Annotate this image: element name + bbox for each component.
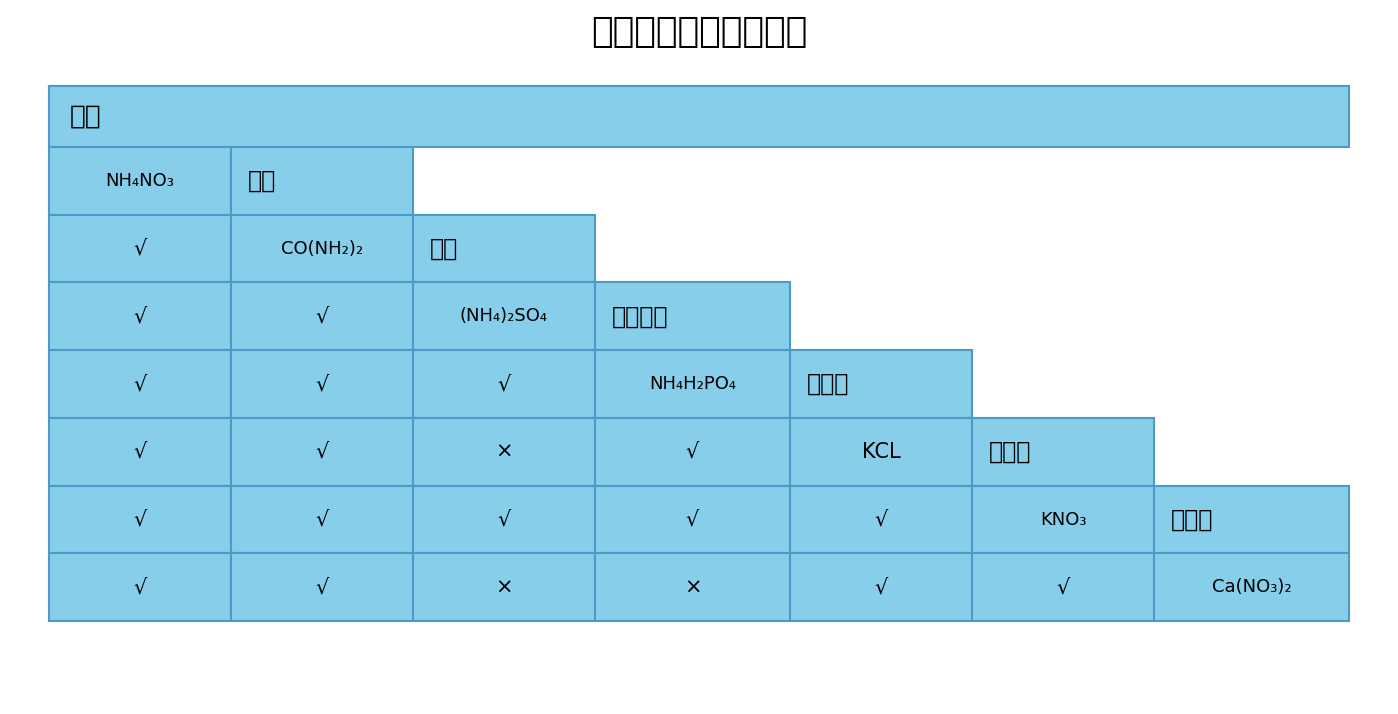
Text: √: √	[874, 578, 888, 598]
Bar	[790, 350, 972, 418]
Bar	[596, 418, 790, 486]
Text: √: √	[498, 374, 510, 394]
Text: NH₄H₂PO₄: NH₄H₂PO₄	[649, 375, 735, 393]
Text: √: √	[1057, 578, 1069, 598]
Bar	[49, 418, 231, 486]
Bar	[49, 283, 231, 350]
Text: Ca(NO₃)₂: Ca(NO₃)₂	[1212, 578, 1292, 596]
Text: 常用肥料相容性一览表: 常用肥料相容性一览表	[591, 15, 807, 49]
Bar	[790, 486, 972, 553]
Bar	[412, 553, 596, 621]
Bar	[231, 215, 412, 283]
Text: 氯化钾: 氯化钾	[807, 372, 849, 396]
Text: √: √	[133, 442, 147, 462]
Text: 尿素: 尿素	[247, 169, 275, 193]
Text: ×: ×	[684, 578, 702, 598]
Text: 硝酸钾: 硝酸钾	[988, 440, 1032, 464]
Text: ×: ×	[495, 442, 513, 462]
Text: √: √	[133, 374, 147, 394]
Text: √: √	[133, 578, 147, 598]
Bar	[972, 418, 1155, 486]
Bar	[1153, 553, 1349, 621]
Bar	[49, 86, 231, 147]
Text: (NH₄)₂SO₄: (NH₄)₂SO₄	[460, 307, 548, 326]
Bar	[49, 350, 231, 418]
Text: √: √	[316, 578, 329, 598]
Bar	[231, 283, 412, 350]
Bar	[49, 215, 231, 283]
Text: 硫铵: 硫铵	[429, 236, 459, 261]
Text: CO(NH₂)₂: CO(NH₂)₂	[281, 240, 363, 258]
Text: 硝酸钙: 硝酸钙	[1170, 508, 1213, 531]
Text: √: √	[133, 238, 147, 258]
Bar	[596, 486, 790, 553]
Text: KNO₃: KNO₃	[1040, 511, 1086, 528]
Text: √: √	[316, 306, 329, 326]
Bar	[596, 283, 790, 350]
Text: 硝铵: 硝铵	[70, 104, 102, 129]
Text: √: √	[133, 510, 147, 530]
Text: √: √	[686, 442, 699, 462]
Bar	[412, 283, 596, 350]
Text: NH₄NO₃: NH₄NO₃	[105, 172, 175, 190]
Bar	[49, 147, 231, 215]
Text: √: √	[133, 306, 147, 326]
Bar	[412, 215, 596, 283]
Bar	[49, 486, 231, 553]
Bar	[1153, 486, 1349, 553]
Bar	[972, 553, 1155, 621]
Text: KCL: KCL	[861, 442, 900, 462]
Text: 磷酸一铵: 磷酸一铵	[612, 304, 668, 328]
Bar	[790, 418, 972, 486]
Bar	[412, 350, 596, 418]
Text: √: √	[316, 374, 329, 394]
Text: √: √	[316, 442, 329, 462]
Bar	[412, 418, 596, 486]
Text: √: √	[686, 510, 699, 530]
Bar	[596, 350, 790, 418]
Bar	[231, 486, 412, 553]
Bar	[596, 553, 790, 621]
Bar	[972, 486, 1155, 553]
Bar	[412, 486, 596, 553]
Bar	[231, 553, 412, 621]
Bar	[231, 350, 412, 418]
Text: √: √	[874, 510, 888, 530]
Bar	[231, 418, 412, 486]
Text: ×: ×	[495, 578, 513, 598]
Bar	[231, 147, 412, 215]
Bar	[49, 86, 1349, 147]
Bar	[49, 553, 231, 621]
Bar	[790, 553, 972, 621]
Text: √: √	[316, 510, 329, 530]
Text: √: √	[498, 510, 510, 530]
